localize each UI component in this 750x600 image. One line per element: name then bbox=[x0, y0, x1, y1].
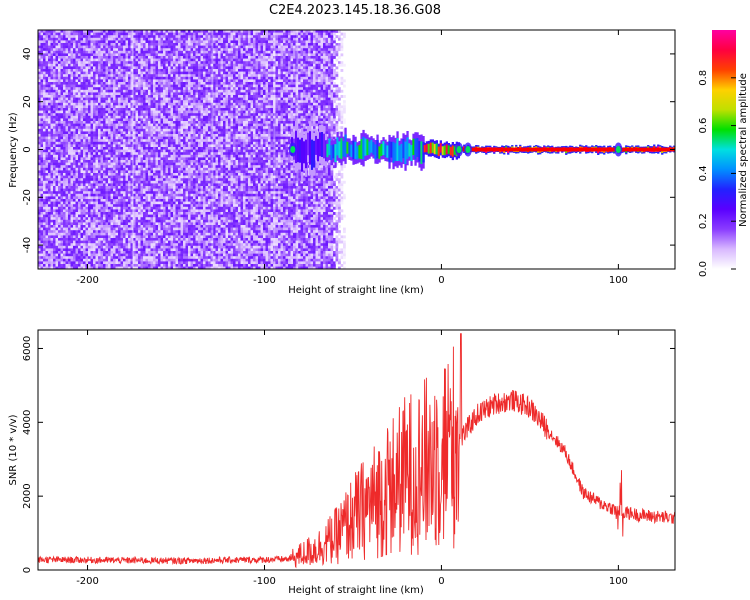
x-tick-label: -200 bbox=[76, 576, 99, 587]
colorbar-tick-label: 0.0 bbox=[698, 261, 709, 277]
x-tick-label: -100 bbox=[253, 576, 276, 587]
colorbar-tick-label: 0.8 bbox=[698, 70, 709, 86]
x-tick-label: 100 bbox=[609, 275, 628, 286]
snr-series bbox=[37, 333, 676, 569]
colorbar-gradient bbox=[712, 30, 736, 269]
y-tick-label: 0 bbox=[22, 567, 33, 573]
snr-frame bbox=[37, 329, 676, 571]
chart-title: C2E4.2023.145.18.36.G08 bbox=[269, 3, 441, 18]
spectrogram-signal bbox=[288, 121, 676, 182]
y-tick-label: 20 bbox=[22, 95, 33, 108]
colorbar-tick-label: 0.6 bbox=[698, 118, 709, 134]
y-tick-label: -40 bbox=[22, 237, 33, 253]
y-tick-label: 40 bbox=[22, 48, 33, 61]
spectrogram-y-label: Frequency (Hz) bbox=[8, 112, 19, 188]
x-tick-label: -200 bbox=[76, 275, 99, 286]
snr-background bbox=[38, 330, 675, 570]
colorbar-tick-label: 0.4 bbox=[698, 165, 709, 181]
y-tick-label: 0 bbox=[22, 146, 33, 152]
y-tick-label: 4000 bbox=[22, 410, 33, 435]
spectrogram-x-label: Height of straight line (km) bbox=[288, 285, 424, 296]
colorbar-tick-label: 0.2 bbox=[698, 213, 709, 229]
snr-x-ticks: -200 -100 0 100 bbox=[76, 330, 628, 587]
snr-y-ticks: 0 2000 4000 6000 bbox=[22, 336, 675, 573]
spectrogram-x-ticks: -200 -100 0 100 bbox=[76, 30, 628, 286]
snr-y-label: SNR (10 * v/v) bbox=[8, 414, 19, 485]
y-tick-label: -20 bbox=[22, 189, 33, 205]
y-tick-label: 6000 bbox=[22, 336, 33, 361]
x-tick-label: 100 bbox=[609, 576, 628, 587]
snr-x-label: Height of straight line (km) bbox=[288, 585, 424, 596]
y-tick-label: 2000 bbox=[22, 483, 33, 508]
colorbar-label: Normalized spectral amplitude bbox=[738, 73, 749, 227]
x-tick-label: 0 bbox=[438, 576, 444, 587]
spectrogram-y-ticks: -40 -20 0 20 40 bbox=[22, 48, 675, 253]
x-tick-label: 0 bbox=[438, 275, 444, 286]
spectrogram-cells bbox=[38, 30, 346, 270]
snr-line bbox=[37, 333, 676, 569]
colorbar: 0.0 0.2 0.4 0.6 0.8 Normalized spectral ampl… bbox=[698, 30, 749, 277]
x-tick-label: -100 bbox=[253, 275, 276, 286]
colorbar-ticks: 0.0 0.2 0.4 0.6 0.8 bbox=[698, 70, 736, 277]
